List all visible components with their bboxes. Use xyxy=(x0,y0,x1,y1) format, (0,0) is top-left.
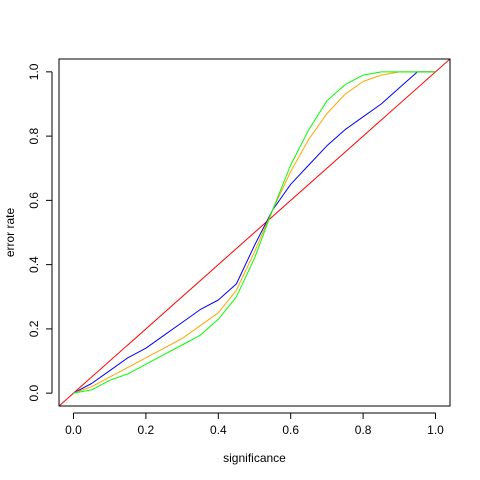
y-axis: 0.0 0.2 0.4 0.6 0.8 1.0 xyxy=(27,63,53,401)
plot-frame xyxy=(58,58,451,407)
y-tick-label: 0.4 xyxy=(27,256,41,273)
x-tick-label: 1.0 xyxy=(427,423,444,437)
x-tick-label: 0.8 xyxy=(355,423,372,437)
series-layer xyxy=(59,59,450,406)
diagonal-reference-line xyxy=(59,59,450,406)
x-tick-label: 0.6 xyxy=(282,423,299,437)
x-tick-label: 0.4 xyxy=(210,423,227,437)
x-axis-label: significance xyxy=(223,451,286,465)
green-series-line xyxy=(73,71,436,394)
x-axis: 0.0 0.2 0.4 0.6 0.8 1.0 xyxy=(65,412,444,437)
x-tick-label: 0.2 xyxy=(138,423,155,437)
y-tick-label: 0.6 xyxy=(27,192,41,209)
blue-series-line xyxy=(73,71,436,394)
y-tick-label: 1.0 xyxy=(27,63,41,80)
x-tick-label: 0.0 xyxy=(65,423,82,437)
orange-series-line xyxy=(73,71,436,394)
y-axis-label: error rate xyxy=(3,208,17,258)
y-tick-label: 0.0 xyxy=(27,384,41,401)
y-tick-label: 0.2 xyxy=(27,320,41,337)
y-tick-label: 0.8 xyxy=(27,127,41,144)
